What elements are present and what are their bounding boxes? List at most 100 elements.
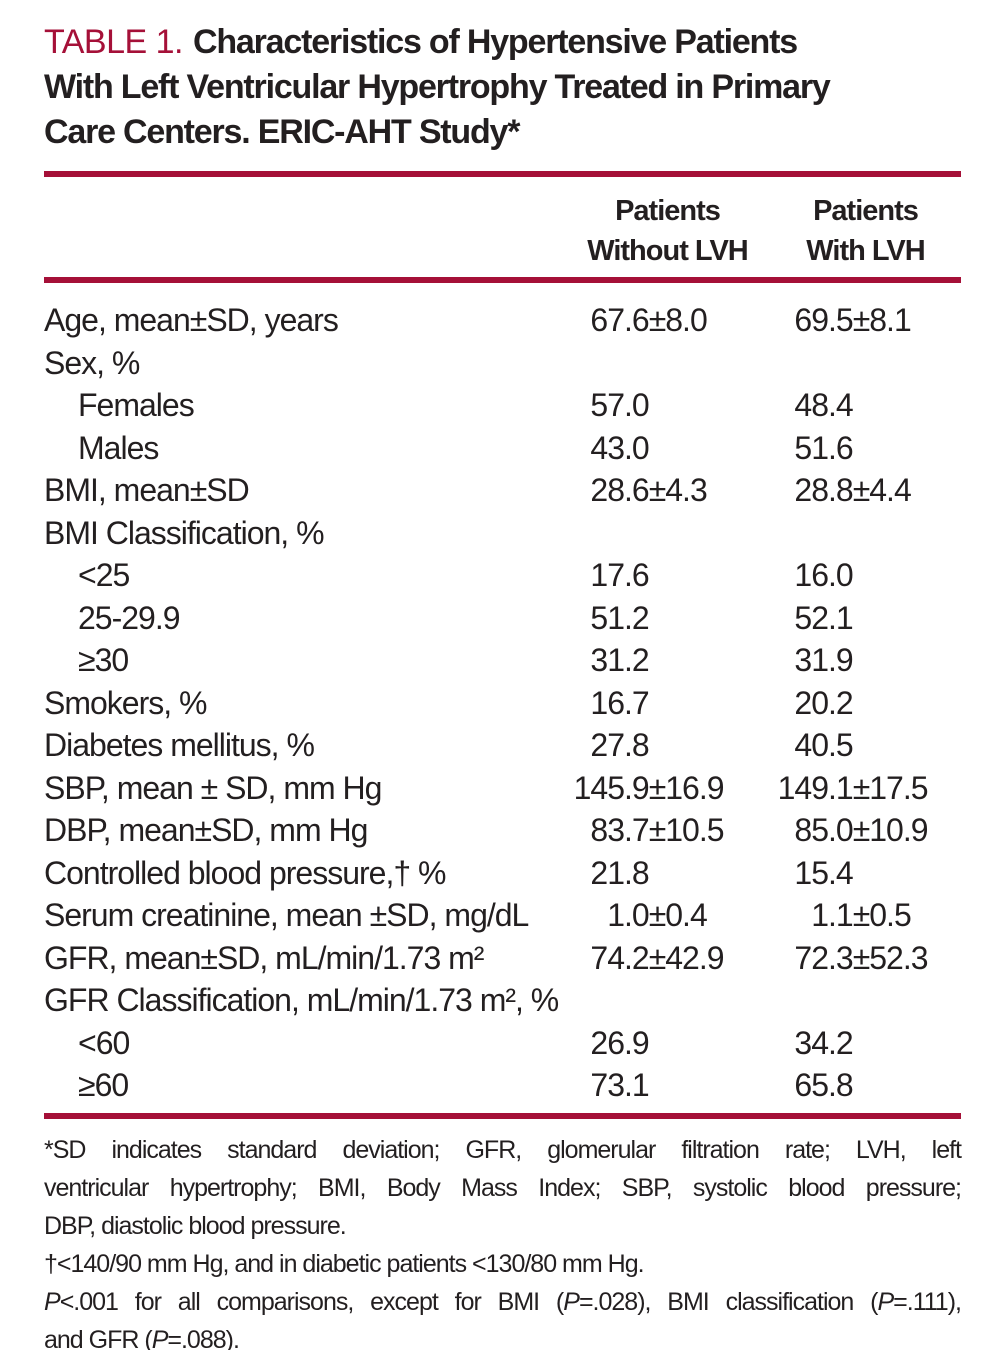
table-row: Controlled blood pressure,† % 21.8 15.4	[44, 852, 961, 895]
value-integer-part: 52	[794, 599, 829, 636]
value-with-lvh: 48.4	[770, 384, 961, 427]
value-without-lvh: 74.2±42.9	[565, 937, 770, 980]
table-row: GFR Classification, mL/min/1.73 m², %	[44, 979, 961, 1022]
value-with-lvh: 1.1±0.5	[770, 894, 961, 937]
column-header-without-lvh: Patients Without LVH	[565, 191, 770, 271]
value-fraction-part: .0	[828, 557, 854, 593]
table-row: Sex, %	[44, 342, 961, 385]
row-label: ≥60	[78, 1067, 129, 1103]
table-title-text: Characteristics of Hypertensive Patients	[193, 23, 798, 61]
table-row: Smokers, % 16.7 20.2	[44, 682, 961, 725]
table-body: Age, mean±SD, years 67.6±8.0 69.5±8.1 Se…	[44, 283, 961, 1107]
value-integer-part: 40	[794, 727, 829, 763]
value-with-lvh: 15.4	[770, 852, 961, 895]
value-without-lvh	[565, 512, 770, 555]
value-integer-part: 48	[794, 387, 829, 423]
value-integer-part: 20	[794, 684, 829, 721]
top-rule	[44, 171, 961, 177]
value-fraction-part: .6±8.0	[624, 302, 708, 338]
value-fraction-part: .4	[828, 387, 854, 423]
value-integer-part: 145	[573, 769, 625, 806]
row-label: BMI, mean±SD	[44, 472, 250, 508]
value-with-lvh: 16.0	[770, 554, 961, 597]
row-label: GFR Classification, mL/min/1.73 m², %	[44, 982, 559, 1018]
value-with-lvh: 34.2	[770, 1022, 961, 1065]
value-fraction-part: .6±4.3	[624, 472, 708, 508]
value-integer-part: 51	[590, 599, 625, 636]
value-integer-part: 72	[794, 939, 829, 976]
row-label: BMI Classification, %	[44, 514, 325, 551]
column-header-with-lvh: Patients With LVH	[770, 191, 961, 271]
value-integer-part: 28	[590, 472, 625, 508]
table-row: GFR, mean±SD, mL/min/1.73 m² 74.2±42.9 7…	[44, 937, 961, 980]
value-integer-part: 21	[590, 854, 625, 891]
footnotes: *SD indicates standard deviation; GFR, g…	[44, 1119, 962, 1350]
footnote-abbreviations-line1: *SD indicates standard deviation; GFR, g…	[44, 1135, 962, 1164]
value-without-lvh	[565, 342, 770, 385]
row-label: Diabetes mellitus, %	[44, 727, 315, 763]
row-label: DBP, mean±SD, mm Hg	[44, 812, 368, 848]
value-integer-part: 85	[794, 812, 829, 848]
bottom-rule	[44, 1112, 961, 1119]
value-fraction-part: .5±8.1	[828, 302, 912, 338]
column-header-without-lvh-line1: Patients	[615, 195, 721, 227]
value-fraction-part: .2±42.9	[624, 939, 725, 976]
value-fraction-part: .5	[828, 727, 854, 763]
table-number-label: TABLE 1.	[44, 23, 184, 61]
table-row: Serum creatinine, mean ±SD, mg/dL 1.0±0.…	[44, 894, 961, 937]
value-without-lvh: 26.9	[565, 1022, 770, 1065]
column-header-without-lvh-line2: Without LVH	[587, 235, 749, 267]
value-without-lvh: 1.0±0.4	[565, 894, 770, 937]
value-fraction-part: .4	[828, 854, 854, 891]
table-title: TABLE 1. Characteristics of Hypertensive …	[44, 0, 961, 155]
value-fraction-part: .2	[624, 599, 650, 636]
value-fraction-part: .7	[624, 684, 650, 721]
table-row: ≥30 31.2 31.9	[44, 639, 961, 682]
value-fraction-part: .9	[624, 1024, 650, 1061]
column-header-spacer	[44, 191, 565, 271]
value-integer-part: 1	[811, 897, 829, 933]
value-with-lvh: 40.5	[770, 724, 961, 767]
table-row: Males 43.0 51.6	[44, 427, 961, 470]
row-label: Serum creatinine, mean ±SD, mg/dL	[44, 897, 529, 933]
footnote-abbreviations-line3: DBP, diastolic blood pressure.	[44, 1211, 347, 1240]
value-integer-part: 43	[590, 429, 625, 466]
table-title-line-1: TABLE 1. Characteristics of Hypertensive …	[44, 20, 961, 65]
table-row: Age, mean±SD, years 67.6±8.0 69.5±8.1	[44, 299, 961, 342]
value-fraction-part: .0±0.4	[624, 897, 708, 933]
value-without-lvh: 57.0	[565, 384, 770, 427]
value-integer-part: 16	[794, 557, 829, 593]
value-without-lvh: 67.6±8.0	[565, 299, 770, 342]
row-label: Smokers, %	[44, 684, 207, 721]
table-row: ≥60 73.1 65.8	[44, 1064, 961, 1107]
value-with-lvh	[770, 979, 961, 1022]
value-fraction-part: .0±10.9	[828, 812, 929, 848]
value-fraction-part: .1	[624, 1067, 650, 1103]
value-fraction-part: .2	[828, 1024, 854, 1061]
value-with-lvh: 20.2	[770, 682, 961, 725]
value-integer-part: 65	[794, 1067, 829, 1103]
value-integer-part: 28	[794, 472, 829, 508]
value-with-lvh: 52.1	[770, 597, 961, 640]
value-without-lvh: 28.6±4.3	[565, 469, 770, 512]
value-with-lvh: 85.0±10.9	[770, 809, 961, 852]
value-integer-part: 83	[590, 812, 625, 848]
value-fraction-part: .7±10.5	[624, 812, 725, 848]
table-row: 25-29.9 51.2 52.1	[44, 597, 961, 640]
row-label: <60	[78, 1024, 130, 1061]
value-fraction-part: .6	[624, 557, 650, 593]
value-fraction-part: .1	[828, 599, 854, 636]
value-integer-part: 17	[590, 557, 625, 593]
table-row: <25 17.6 16.0	[44, 554, 961, 597]
value-with-lvh: 72.3±52.3	[770, 937, 961, 980]
table-row: Diabetes mellitus, % 27.8 40.5	[44, 724, 961, 767]
value-fraction-part: .8	[828, 1067, 854, 1103]
value-integer-part: 67	[590, 302, 625, 338]
value-fraction-part: .0	[624, 387, 650, 423]
row-label: GFR, mean±SD, mL/min/1.73 m²	[44, 939, 484, 976]
value-fraction-part: .3±52.3	[828, 939, 929, 976]
value-with-lvh: 31.9	[770, 639, 961, 682]
value-fraction-part: .8	[624, 727, 650, 763]
footnote-pvalues-line1: P<.001 for all comparisons, except for B…	[44, 1287, 962, 1316]
